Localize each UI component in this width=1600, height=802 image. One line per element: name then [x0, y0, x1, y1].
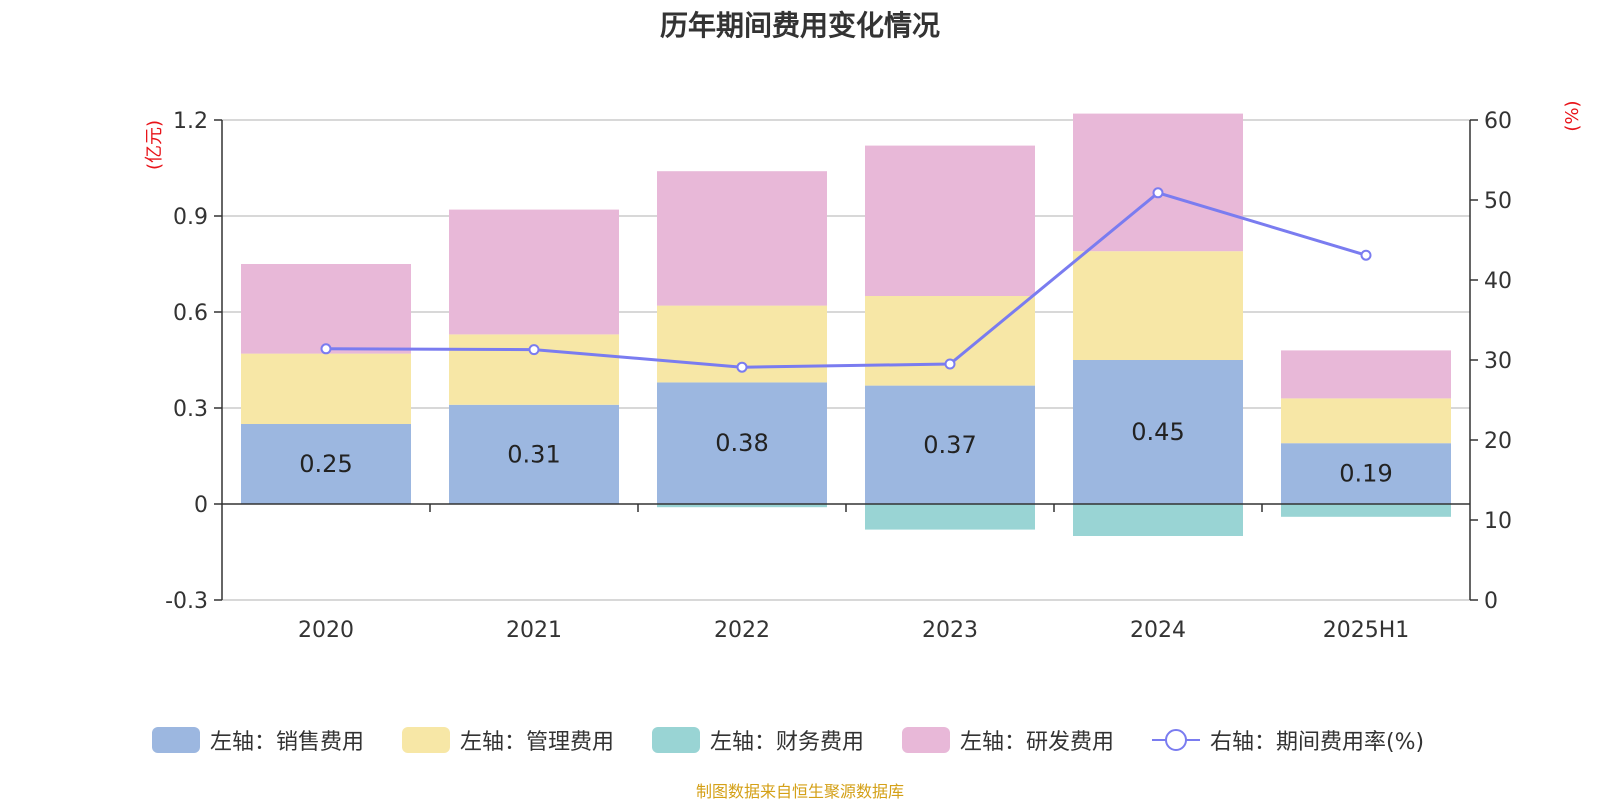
bar-rnd — [1281, 350, 1451, 399]
right-axis-tick-label: 50 — [1484, 189, 1512, 214]
right-axis-unit: (%) — [1562, 100, 1583, 131]
legend: 左轴：销售费用 左轴：管理费用 左轴：财务费用 左轴：研发费用 右轴：期间费用率… — [0, 720, 1600, 760]
x-axis-tick-label: 2025H1 — [1323, 618, 1410, 643]
left-axis-unit: (亿元) — [144, 120, 165, 170]
bar-finance — [1073, 504, 1243, 536]
legend-swatch-sales — [152, 727, 200, 753]
right-axis-tick-label: 40 — [1484, 269, 1512, 294]
chart-title: 历年期间费用变化情况 — [659, 9, 940, 42]
legend-label-rnd: 左轴：研发费用 — [960, 730, 1115, 755]
left-axis-tick-label: 0 — [194, 493, 208, 518]
bar-finance — [865, 504, 1035, 530]
left-axis-tick-label: 0.6 — [173, 301, 208, 326]
right-axis-tick-label: 0 — [1484, 589, 1498, 614]
legend-item-rnd[interactable]: 左轴：研发费用 — [902, 720, 1114, 760]
bars-group — [241, 113, 1451, 536]
legend-swatch-admin — [402, 727, 450, 753]
grid-lines — [222, 119, 1470, 601]
rate-line-group — [320, 187, 1372, 373]
bar-admin — [1073, 251, 1243, 360]
x-axis-tick-label: 2020 — [298, 618, 354, 643]
legend-label-finance: 左轴：财务费用 — [710, 730, 865, 755]
legend-item-admin[interactable]: 左轴：管理费用 — [402, 720, 614, 760]
data-label-sales: 0.19 — [1339, 460, 1392, 488]
left-axis-tick-label: 1.2 — [173, 109, 208, 134]
bar-sales — [865, 385, 1035, 504]
right-axis-tick-label: 20 — [1484, 429, 1512, 454]
legend-swatch-rnd — [902, 727, 950, 753]
bar-admin — [241, 353, 411, 424]
data-label-sales: 0.31 — [507, 440, 560, 468]
x-axis-tick-label: 2022 — [714, 618, 770, 643]
rate-point — [1360, 249, 1372, 261]
legend-item-rate[interactable]: 右轴：期间费用率(%) — [1152, 720, 1424, 760]
right-axis-tick-label: 60 — [1484, 109, 1512, 134]
legend-item-finance[interactable]: 左轴：财务费用 — [652, 720, 864, 760]
legend-label-sales: 左轴：销售费用 — [210, 730, 365, 755]
bar-sales — [657, 382, 827, 504]
legend-swatch-finance — [652, 727, 700, 753]
bar-rnd — [657, 171, 827, 306]
legend-line-marker-icon — [1152, 727, 1200, 753]
legend-item-sales[interactable]: 左轴：销售费用 — [152, 720, 364, 760]
rate-point — [320, 343, 332, 355]
bar-finance — [1281, 504, 1451, 517]
bar-admin — [865, 296, 1035, 386]
bar-rnd — [449, 209, 619, 335]
bar-sales — [449, 404, 619, 504]
bar-sales — [1281, 443, 1451, 504]
legend-label-rate: 右轴：期间费用率(%) — [1210, 730, 1425, 755]
rate-point — [528, 344, 540, 356]
x-axis-tick-label: 2021 — [506, 618, 562, 643]
legend-label-admin: 左轴：管理费用 — [460, 730, 615, 755]
bar-rnd — [865, 145, 1035, 296]
rate-point — [944, 358, 956, 370]
rate-point — [1152, 187, 1164, 199]
data-label-sales: 0.45 — [1131, 418, 1184, 446]
bar-rnd — [241, 264, 411, 354]
chart-canvas: -0.3 0 0.3 0.6 0.9 1.2 0 10 20 30 40 50 60 2020 2021 20… — [144, 100, 1583, 643]
x-axis-tick-label: 2023 — [922, 618, 978, 643]
left-axis-tick-label: 0.9 — [173, 205, 208, 230]
left-axis-tick-label: -0.3 — [165, 589, 208, 614]
source-note: 制图数据来自恒生聚源数据库 — [695, 782, 904, 801]
data-label-sales: 0.37 — [923, 431, 976, 459]
axes-group: -0.3 0 0.3 0.6 0.9 1.2 0 10 20 30 40 50 60 2020 2021 20… — [165, 109, 1512, 643]
right-axis-tick-label: 10 — [1484, 509, 1512, 534]
x-axis-tick-label: 2024 — [1130, 618, 1186, 643]
bar-admin — [1281, 398, 1451, 444]
data-labels-group: 0.25 0.31 0.38 0.37 0.45 0.19 — [299, 418, 1392, 488]
bar-finance — [657, 504, 827, 508]
rate-point — [736, 361, 748, 373]
bar-sales — [1073, 360, 1243, 504]
data-label-sales: 0.38 — [715, 429, 768, 457]
bar-sales — [241, 424, 411, 504]
left-axis-tick-label: 0.3 — [173, 397, 208, 422]
rate-line — [325, 191, 1367, 369]
bar-rnd — [1073, 113, 1243, 252]
right-axis-tick-label: 30 — [1484, 349, 1512, 374]
data-label-sales: 0.25 — [299, 450, 352, 478]
